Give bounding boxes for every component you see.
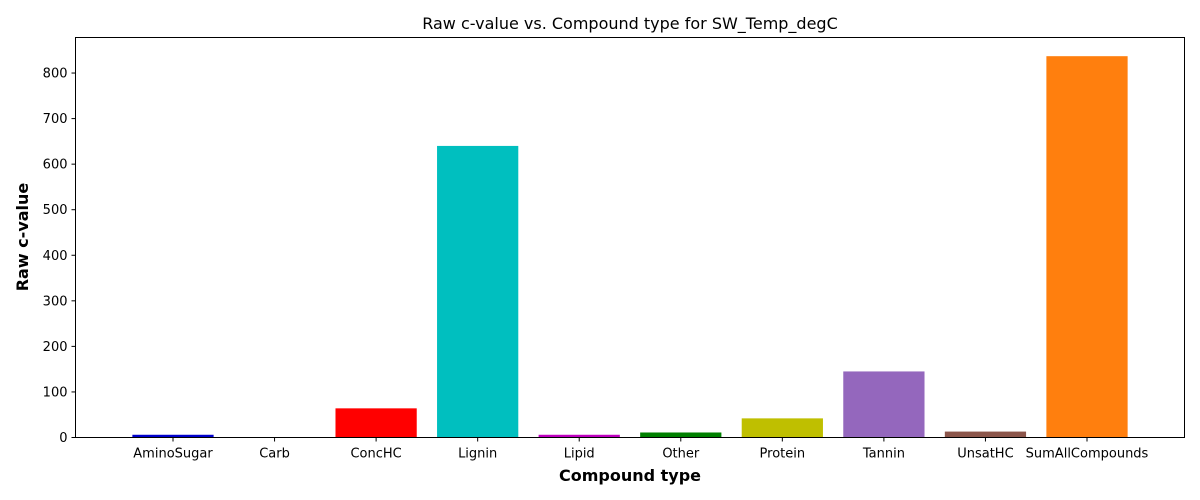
bar-Tannin: [843, 371, 925, 438]
y-tick-label: 300: [43, 294, 68, 309]
bar-Protein: [741, 418, 823, 438]
x-tick-label: Carb: [259, 447, 290, 462]
bars-group: [132, 56, 1128, 438]
bar-Other: [640, 432, 722, 438]
chart-title: Raw c-value vs. Compound type for SW_Tem…: [422, 14, 838, 34]
x-axis: AminoSugar Carb ConcHC Lignin Lipid Other Prot…: [133, 437, 1149, 462]
x-tick-label: Other: [662, 447, 700, 462]
y-tick-label: 400: [43, 249, 68, 264]
bar-SumAllCompounds: [1046, 56, 1128, 438]
bar-Lipid: [538, 434, 620, 438]
x-tick-label: Lignin: [458, 447, 497, 462]
y-axis-label: Raw c-value: [13, 183, 32, 292]
y-tick-label: 200: [43, 340, 68, 355]
x-tick-label: Tannin: [862, 447, 905, 462]
plot-frame: [75, 37, 1185, 438]
x-tick-label: AminoSugar: [133, 447, 213, 462]
y-tick-label: 600: [43, 158, 68, 173]
x-tick-label: Lipid: [564, 447, 595, 462]
bar-ConcHC: [335, 408, 417, 438]
y-tick-label: 100: [43, 385, 68, 400]
y-tick-label: 500: [43, 203, 68, 218]
bar-AminoSugar: [132, 434, 214, 438]
y-tick-label: 800: [43, 67, 68, 82]
x-tick-label: Protein: [760, 447, 806, 462]
x-tick-label: ConcHC: [350, 447, 401, 462]
x-axis-label: Compound type: [559, 466, 701, 485]
y-tick-label: 700: [43, 112, 68, 127]
bar-Lignin: [437, 145, 519, 438]
y-tick-label: 0: [59, 431, 67, 446]
bar-UnsatHC: [944, 431, 1027, 438]
x-tick-label: UnsatHC: [957, 447, 1013, 462]
x-tick-label: SumAllCompounds: [1026, 447, 1149, 462]
y-axis: 0 100 200 300 400 500 600 700 800: [43, 67, 76, 446]
